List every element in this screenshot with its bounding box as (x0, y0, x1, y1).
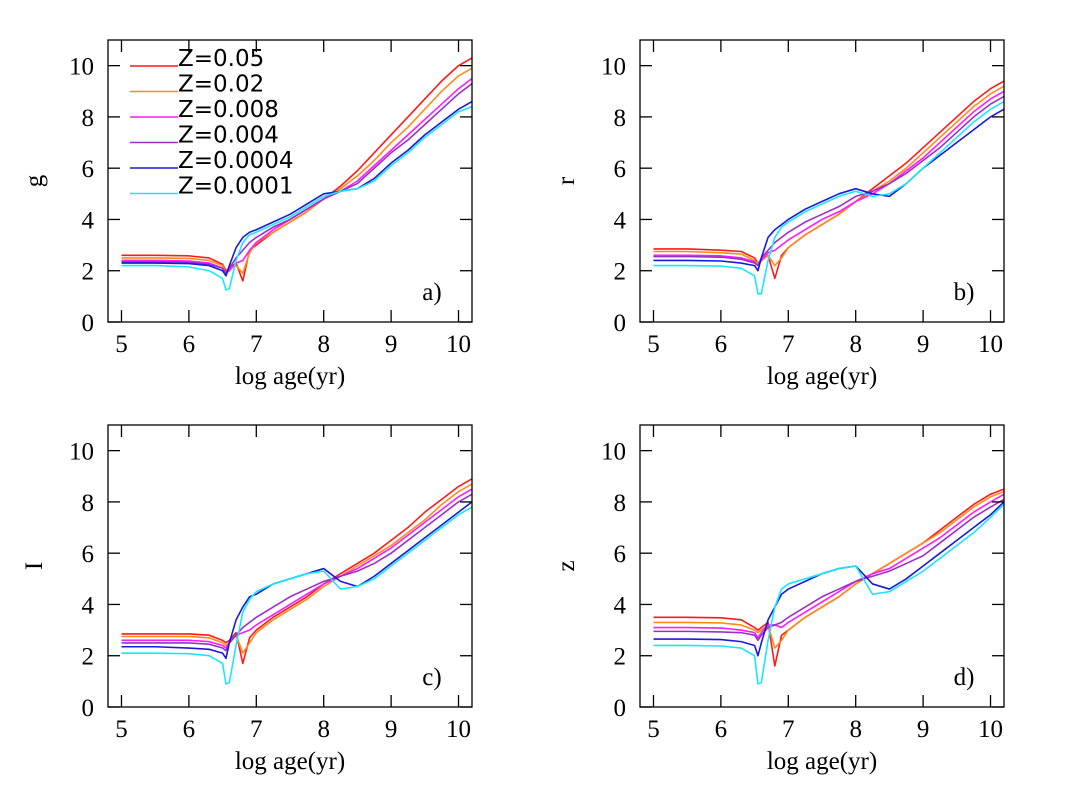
y-tick-label: 0 (614, 695, 627, 722)
x-tick-label: 10 (446, 716, 471, 743)
y-tick-label: 4 (614, 592, 627, 619)
y-tick-label: 8 (82, 490, 95, 517)
y-tick-label: 0 (82, 310, 95, 337)
y-tick-label: 2 (614, 644, 627, 671)
y-tick-label: 0 (614, 310, 627, 337)
series-line (121, 105, 473, 291)
x-tick-label: 8 (849, 331, 862, 358)
plot-frame (107, 39, 473, 323)
y-tick-label: 8 (82, 105, 95, 132)
series-line (653, 80, 1005, 280)
series-line (653, 503, 1005, 685)
legend-label: Z=0.004 (178, 123, 279, 149)
series-line (653, 501, 1005, 657)
y-tick-label: 10 (69, 439, 94, 466)
panel: 5 6 7 8 9 10 0 2 4 6 8 10 log age(yr) Ic) (21, 424, 473, 775)
panel-label: d) (954, 664, 975, 691)
x-tick-label: 5 (647, 716, 660, 743)
x-tick-label: 8 (849, 716, 862, 743)
y-tick-label: 6 (614, 156, 627, 183)
x-tick-label: 10 (446, 331, 471, 358)
legend-label: Z=0.05 (178, 46, 264, 72)
y-tick-label: 4 (82, 592, 95, 619)
series-line (653, 90, 1005, 267)
series-line (653, 100, 1005, 295)
y-tick-label: 10 (601, 54, 626, 81)
x-axis-label: log age(yr) (767, 748, 877, 775)
series-line (653, 490, 1005, 649)
series-line (121, 483, 473, 654)
x-tick-label: 6 (715, 331, 728, 358)
x-tick-label: 7 (782, 331, 795, 358)
series-line (121, 501, 473, 660)
panel-label: b) (954, 279, 975, 306)
panel: 5 6 7 8 9 10 0 2 4 6 8 10 log age(yr) g a) Z=0.05Z=0.02… (21, 39, 473, 390)
legend-label: Z=0.008 (178, 97, 279, 123)
x-tick-label: 5 (115, 331, 128, 358)
y-tick-label: 0 (82, 695, 95, 722)
x-tick-label: 7 (250, 331, 263, 358)
panel: 5 6 7 8 9 10 0 2 4 6 8 10 log age(yr) r b) (553, 39, 1005, 390)
series-line (121, 100, 473, 277)
panel-label: c) (422, 664, 441, 691)
x-tick-label: 7 (782, 716, 795, 743)
legend-label: Z=0.0001 (178, 174, 294, 200)
y-tick-label: 10 (69, 54, 94, 81)
x-tick-label: 9 (917, 331, 930, 358)
y-axis-label: r (553, 176, 580, 185)
y-tick-label: 8 (614, 105, 627, 132)
series-line (121, 478, 473, 665)
y-tick-label: 6 (82, 541, 95, 568)
series-line (653, 108, 1005, 272)
x-tick-label: 6 (715, 716, 728, 743)
x-axis-label: log age(yr) (767, 363, 877, 390)
x-tick-label: 9 (385, 716, 398, 743)
plot-frame (107, 424, 473, 708)
x-tick-label: 5 (115, 716, 128, 743)
y-tick-label: 10 (601, 439, 626, 466)
x-tick-label: 9 (385, 331, 398, 358)
y-axis-label: I (21, 562, 48, 570)
y-tick-label: 2 (614, 259, 627, 286)
x-tick-label: 10 (978, 331, 1003, 358)
series-line (653, 493, 1005, 639)
legend-label: Z=0.0004 (178, 148, 294, 174)
y-tick-label: 2 (82, 644, 95, 671)
x-tick-label: 6 (183, 331, 196, 358)
panel: 5 6 7 8 9 10 0 2 4 6 8 10 log age(yr) z d) (553, 424, 1005, 775)
series-line (121, 77, 473, 275)
plot-frame (639, 39, 1005, 323)
x-axis-label: log age(yr) (235, 748, 345, 775)
series-line (121, 67, 473, 275)
y-tick-label: 6 (614, 541, 627, 568)
x-tick-label: 9 (917, 716, 930, 743)
series-line (121, 488, 473, 649)
y-tick-label: 6 (82, 156, 95, 183)
x-tick-label: 8 (317, 331, 330, 358)
series-line (121, 493, 473, 652)
y-tick-label: 4 (614, 207, 627, 234)
series-line (121, 82, 473, 275)
series-line (653, 85, 1005, 267)
x-tick-label: 8 (317, 716, 330, 743)
series-line (121, 506, 473, 685)
x-tick-label: 7 (250, 716, 263, 743)
x-tick-label: 5 (647, 331, 660, 358)
y-tick-label: 8 (614, 490, 627, 517)
series-line (653, 95, 1005, 267)
x-tick-label: 6 (183, 716, 196, 743)
plot-frame (639, 424, 1005, 708)
x-tick-label: 10 (978, 716, 1003, 743)
y-axis-label: z (553, 560, 580, 571)
series-line (653, 498, 1005, 642)
panel-label: a) (422, 279, 441, 306)
y-tick-label: 2 (82, 259, 95, 286)
x-axis-label: log age(yr) (235, 363, 345, 390)
y-tick-label: 4 (82, 207, 95, 234)
legend-label: Z=0.02 (178, 72, 264, 98)
y-axis-label: g (21, 174, 48, 187)
